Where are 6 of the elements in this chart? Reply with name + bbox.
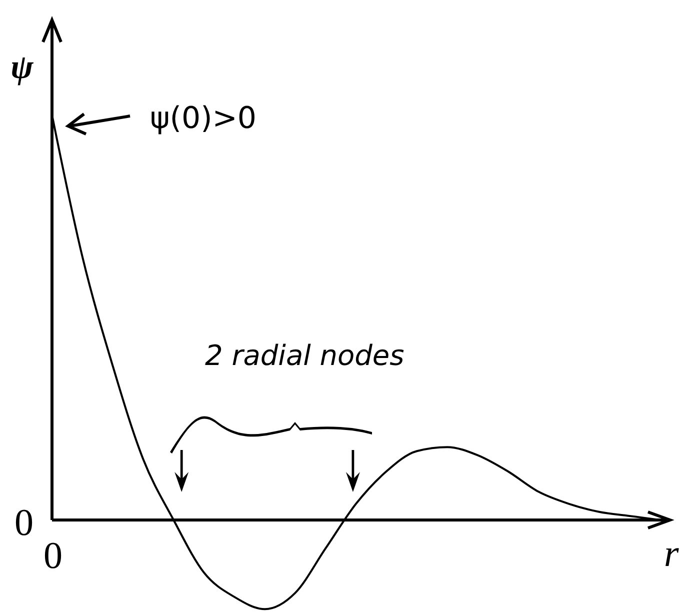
y-axis-title: ψ [10, 49, 34, 86]
annotation: 0 [44, 535, 62, 577]
annotation: ψ(0)>0 [150, 101, 257, 136]
annotation: 2 radial nodes [205, 339, 404, 372]
x-axis-title: r [664, 533, 679, 575]
text: 0 [14, 502, 34, 544]
